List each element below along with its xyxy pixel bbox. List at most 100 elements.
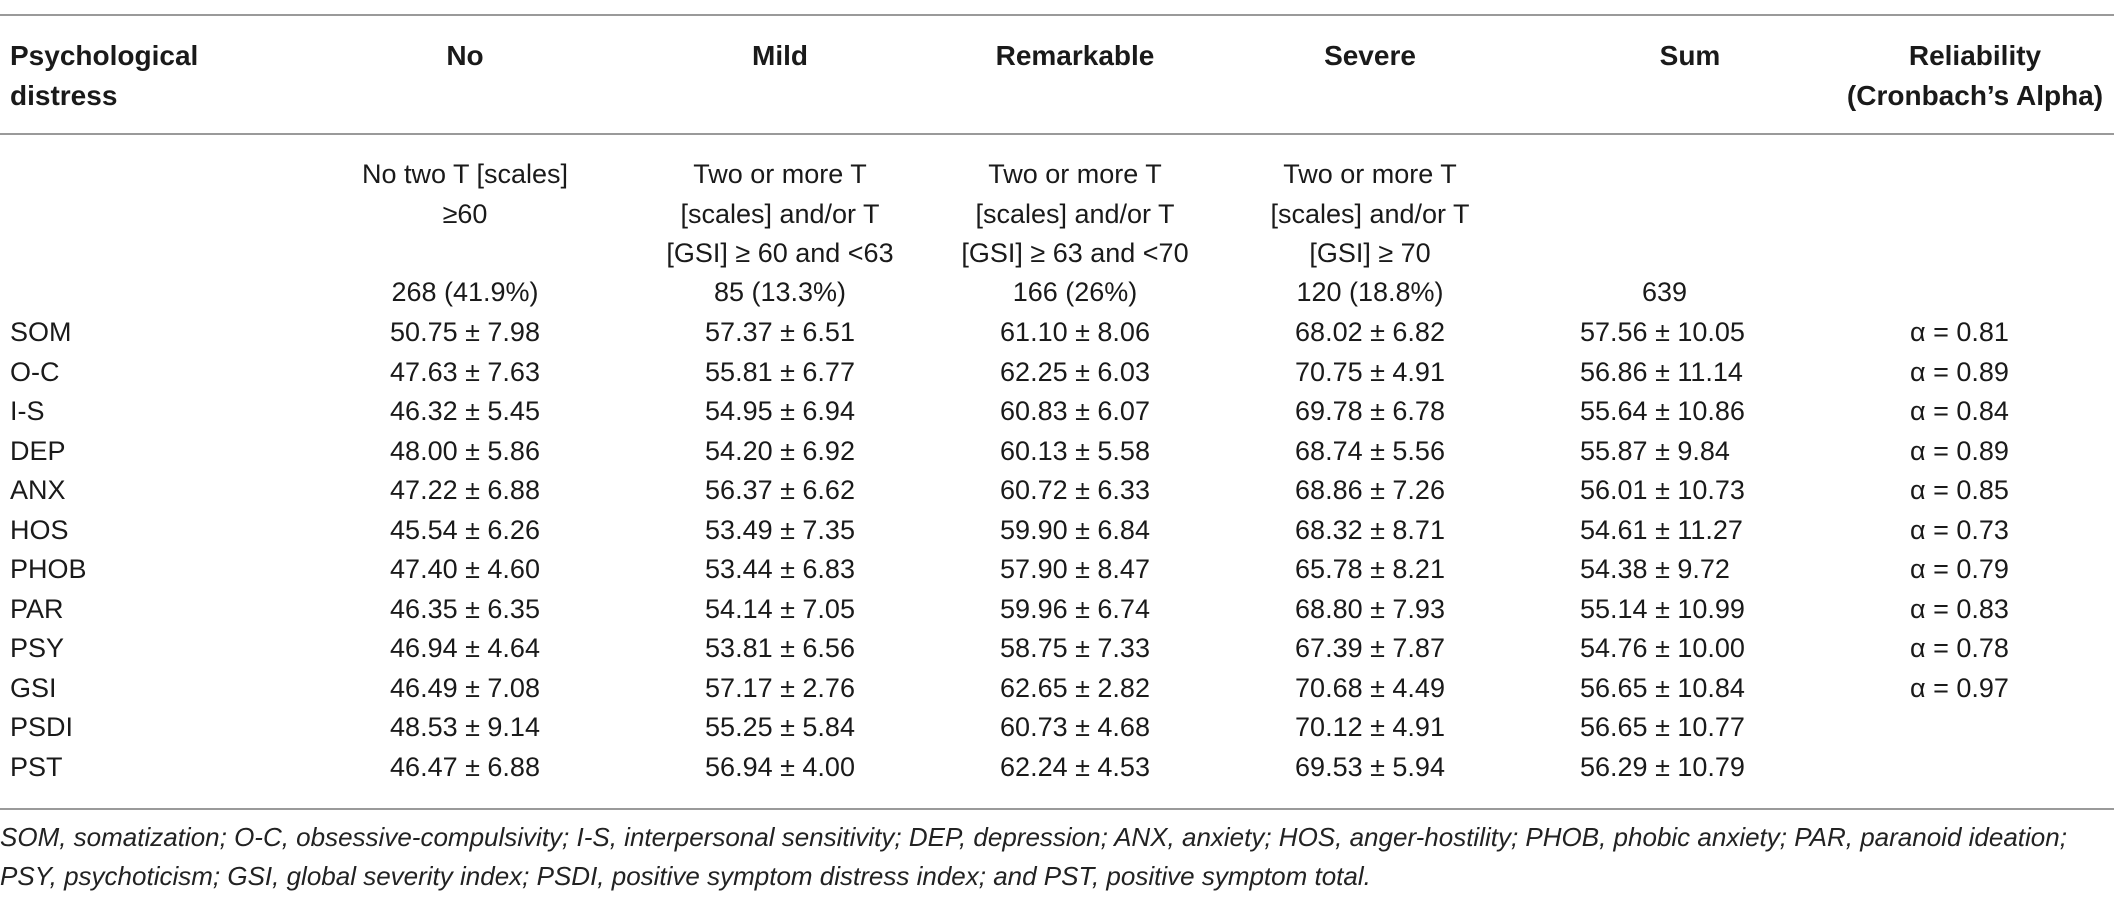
criteria-line: [scales] and/or T bbox=[1270, 198, 1470, 229]
criteria-line: Two or more T bbox=[693, 159, 867, 189]
row-label: GSI bbox=[10, 672, 57, 703]
cell-no: 47.22 ± 6.88 bbox=[390, 475, 540, 505]
cell-remarkable: 57.90 ± 8.47 bbox=[1000, 554, 1150, 584]
criteria-line: [scales] and/or T bbox=[975, 198, 1175, 229]
row-label: PSDI bbox=[10, 712, 74, 742]
cell-no: 47.63 ± 7.63 bbox=[390, 356, 540, 387]
cell-alpha: α = 0.81 bbox=[1910, 317, 2009, 347]
row-label: SOM bbox=[10, 317, 72, 347]
count-severe: 120 (18.8%) bbox=[1296, 277, 1444, 307]
header-sum: Sum bbox=[1659, 40, 1721, 71]
row-label: ANX bbox=[10, 475, 66, 505]
criteria-line: [GSI] ≥ 60 and <63 bbox=[666, 238, 894, 268]
count-no: 268 (41.9%) bbox=[391, 277, 539, 307]
criteria-no: No two T [scales] ≥60 bbox=[340, 155, 590, 234]
row-label: PAR bbox=[10, 593, 64, 624]
header-line: Psychological bbox=[10, 40, 199, 71]
cell-severe: 68.86 ± 7.26 bbox=[1295, 475, 1445, 505]
row-label: PST bbox=[10, 751, 63, 782]
row-label: PSY bbox=[10, 633, 65, 663]
header-rule bbox=[0, 133, 2114, 135]
cell-sum: 54.61 ± 11.27 bbox=[1580, 514, 1743, 545]
bottom-rule bbox=[0, 808, 2114, 810]
cell-alpha: α = 0.85 bbox=[1910, 475, 2009, 505]
criteria-line: Two or more T bbox=[1283, 159, 1457, 189]
cell-alpha: α = 0.78 bbox=[1910, 633, 2009, 663]
header-psychological-distress: Psychological distress bbox=[10, 36, 270, 116]
header-line: distress bbox=[10, 80, 118, 111]
cell-sum: 54.38 ± 9.72 bbox=[1580, 554, 1730, 584]
cell-sum: 55.64 ± 10.86 bbox=[1580, 396, 1745, 426]
cell-mild: 54.95 ± 6.94 bbox=[705, 396, 855, 426]
criteria-line: ≥60 bbox=[442, 198, 488, 229]
header-mild: Mild bbox=[752, 40, 808, 71]
criteria-remarkable: Two or more T [scales] and/or T [GSI] ≥ … bbox=[935, 155, 1215, 274]
cell-mild: 55.81 ± 6.77 bbox=[705, 356, 855, 387]
header-no: No bbox=[446, 40, 484, 71]
cell-no: 46.47 ± 6.88 bbox=[390, 751, 540, 782]
criteria-line: [scales] and/or T bbox=[680, 198, 880, 229]
cell-mild: 56.37 ± 6.62 bbox=[705, 475, 855, 505]
cell-remarkable: 60.83 ± 6.07 bbox=[1000, 396, 1150, 426]
cell-remarkable: 62.24 ± 4.53 bbox=[1000, 751, 1150, 782]
cell-remarkable: 58.75 ± 7.33 bbox=[1000, 633, 1150, 663]
cell-severe: 70.68 ± 4.49 bbox=[1295, 672, 1445, 703]
header-remarkable: Remarkable bbox=[995, 40, 1155, 71]
cell-mild: 57.17 ± 2.76 bbox=[705, 672, 855, 703]
header-line: (Cronbach’s Alpha) bbox=[1846, 80, 2104, 111]
cell-mild: 54.20 ± 6.92 bbox=[705, 435, 855, 466]
cell-no: 48.00 ± 5.86 bbox=[390, 435, 540, 466]
row-label: I-S bbox=[10, 396, 45, 426]
cell-no: 47.40 ± 4.60 bbox=[390, 554, 540, 584]
cell-no: 45.54 ± 6.26 bbox=[390, 514, 540, 545]
row-label: DEP bbox=[10, 435, 66, 466]
cell-severe: 69.78 ± 6.78 bbox=[1295, 396, 1445, 426]
footnote-line: SOM, somatization; O-C, obsessive-compul… bbox=[0, 822, 2067, 852]
cell-no: 46.94 ± 4.64 bbox=[390, 633, 540, 663]
criteria-severe: Two or more T [scales] and/or T [GSI] ≥ … bbox=[1230, 155, 1510, 274]
cell-remarkable: 60.72 ± 6.33 bbox=[1000, 475, 1150, 505]
cell-remarkable: 61.10 ± 8.06 bbox=[1000, 317, 1150, 347]
cell-remarkable: 62.65 ± 2.82 bbox=[1000, 672, 1150, 703]
cell-severe: 67.39 ± 7.87 bbox=[1295, 633, 1445, 663]
cell-remarkable: 60.73 ± 4.68 bbox=[1000, 712, 1150, 742]
cell-severe: 70.12 ± 4.91 bbox=[1295, 712, 1445, 742]
row-label: O-C bbox=[10, 356, 60, 387]
cell-sum: 55.87 ± 9.84 bbox=[1580, 435, 1730, 466]
cell-alpha: α = 0.79 bbox=[1910, 554, 2009, 584]
criteria-line: [GSI] ≥ 70 bbox=[1309, 238, 1431, 268]
cell-alpha: α = 0.83 bbox=[1910, 593, 2009, 624]
row-label: HOS bbox=[10, 514, 69, 545]
cell-remarkable: 59.96 ± 6.74 bbox=[1000, 593, 1150, 624]
cell-mild: 53.49 ± 7.35 bbox=[705, 514, 855, 545]
criteria-line: No two T [scales] bbox=[361, 159, 569, 189]
header-severe: Severe bbox=[1324, 40, 1416, 71]
cell-severe: 68.02 ± 6.82 bbox=[1295, 317, 1445, 347]
cell-alpha: α = 0.84 bbox=[1910, 396, 2009, 426]
cell-severe: 68.74 ± 5.56 bbox=[1295, 435, 1445, 466]
cell-severe: 68.80 ± 7.93 bbox=[1295, 593, 1445, 624]
cell-sum: 55.14 ± 10.99 bbox=[1580, 593, 1745, 624]
cell-severe: 70.75 ± 4.91 bbox=[1295, 356, 1445, 387]
footnote: SOM, somatization; O-C, obsessive-compul… bbox=[0, 818, 2114, 896]
cell-remarkable: 62.25 ± 6.03 bbox=[1000, 356, 1150, 387]
cell-mild: 56.94 ± 4.00 bbox=[705, 751, 855, 782]
count-sum: 639 bbox=[1642, 277, 1688, 307]
cell-no: 48.53 ± 9.14 bbox=[390, 712, 540, 742]
cell-no: 50.75 ± 7.98 bbox=[390, 317, 540, 347]
cell-mild: 53.81 ± 6.56 bbox=[705, 633, 855, 663]
cell-sum: 57.56 ± 10.05 bbox=[1580, 317, 1745, 347]
cell-remarkable: 59.90 ± 6.84 bbox=[1000, 514, 1150, 545]
cell-mild: 55.25 ± 5.84 bbox=[705, 712, 855, 742]
header-line: Reliability bbox=[1908, 40, 2042, 71]
cell-no: 46.35 ± 6.35 bbox=[390, 593, 540, 624]
cell-sum: 56.86 ± 11.14 bbox=[1580, 356, 1743, 387]
cell-no: 46.49 ± 7.08 bbox=[390, 672, 540, 703]
cell-sum: 56.01 ± 10.73 bbox=[1580, 475, 1745, 505]
header-reliability: Reliability (Cronbach’s Alpha) bbox=[1840, 36, 2110, 116]
row-label: PHOB bbox=[10, 554, 87, 584]
count-mild: 85 (13.3%) bbox=[713, 277, 847, 307]
top-rule bbox=[0, 14, 2114, 16]
cell-mild: 53.44 ± 6.83 bbox=[705, 554, 855, 584]
